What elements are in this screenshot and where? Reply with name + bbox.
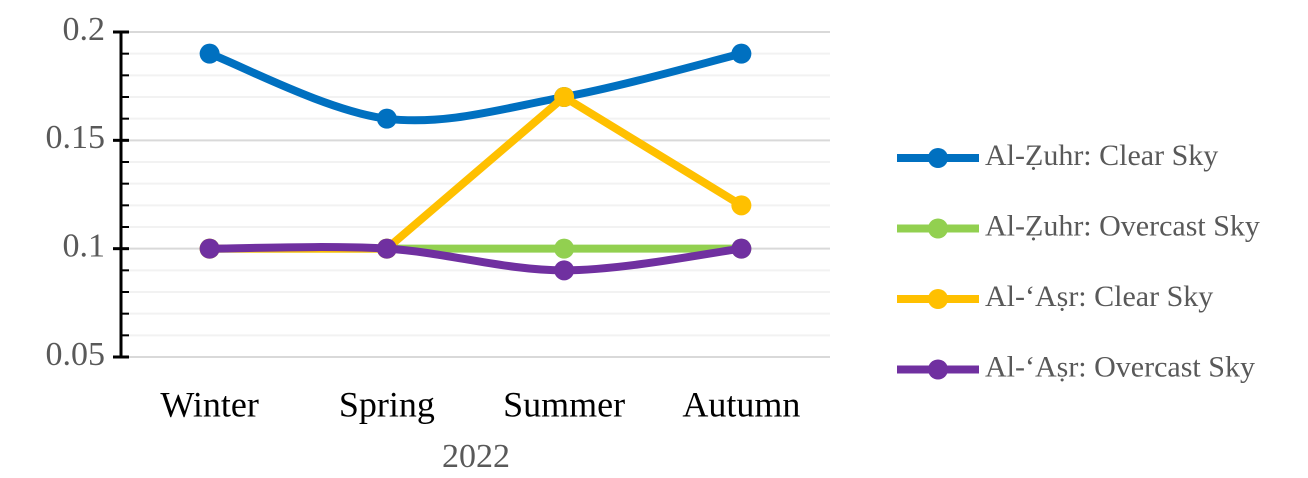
x-tick-label: Autumn [682,384,800,424]
x-tick-label: Spring [339,384,435,424]
legend-label: Al-‘Aṣr: Overcast Sky [985,350,1255,383]
data-point [554,87,575,107]
data-point [554,238,575,259]
y-tick-label: 0.2 [63,11,106,48]
data-point [731,43,752,64]
legend-label: Al-Ẓuhr: Overcast Sky [985,209,1260,242]
data-point [376,238,397,259]
legend-marker [928,218,948,239]
y-tick-label: 0.15 [46,119,106,156]
series-line [205,243,746,275]
x-axis-label: 2022 [442,438,510,475]
y-tick-label: 0.1 [63,227,106,264]
data-point [376,108,397,129]
data-point [731,238,752,259]
data-point [731,195,752,216]
x-tick-label: Winter [160,384,259,424]
data-point [199,43,220,64]
data-point [199,238,220,259]
series-line [205,49,746,125]
x-tick-label: Summer [503,384,625,424]
y-tick-label: 0.05 [46,336,106,373]
legend-label: Al-Ẓuhr: Clear Sky [985,139,1218,172]
legend-marker [928,148,948,168]
series-line [205,92,746,253]
legend-label: Al-‘Aṣr: Clear Sky [985,280,1213,313]
legend-marker [928,289,948,309]
data-point [554,260,575,281]
legend-marker [928,359,948,380]
